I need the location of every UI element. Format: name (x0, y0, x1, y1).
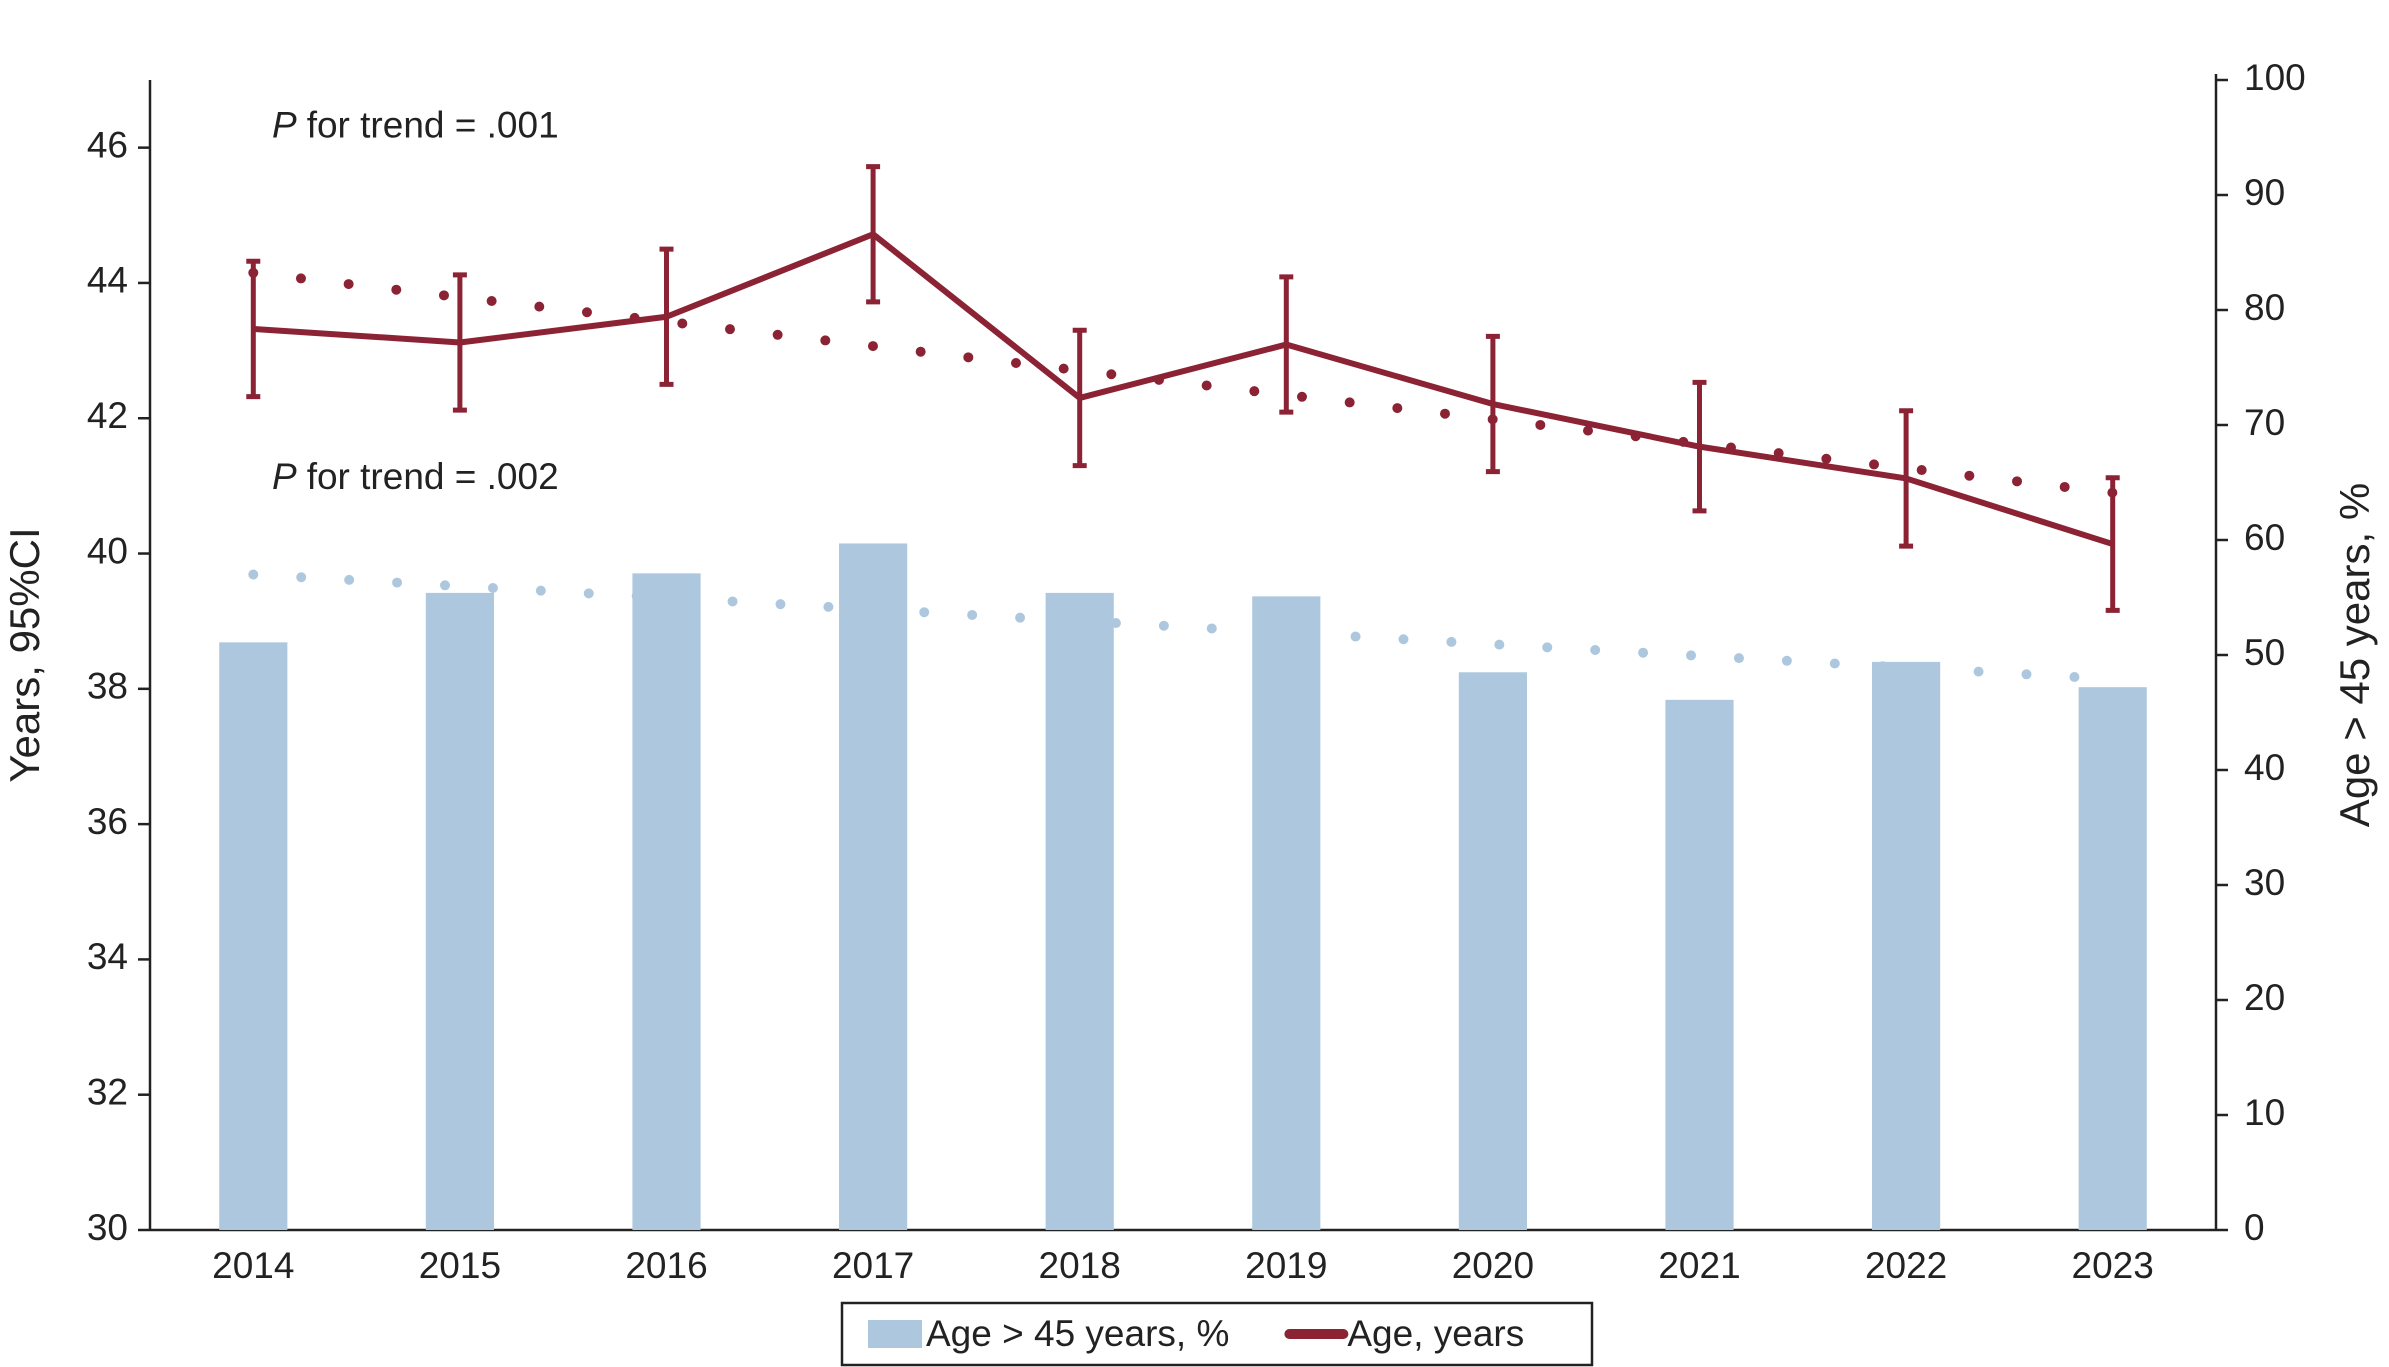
bar (425, 592, 494, 1230)
y2-tick-label: 60 (2244, 517, 2285, 558)
x-tick-label: 2016 (625, 1245, 707, 1286)
error-bar (1072, 327, 1087, 469)
y2-tick-label: 20 (2244, 977, 2285, 1018)
error-bar (659, 246, 674, 387)
y-axis-title: Years, 95%CI (1, 527, 48, 782)
y-tick-label: 42 (87, 395, 128, 436)
x-tick-label: 2019 (1245, 1245, 1327, 1286)
trend-line (248, 569, 2118, 685)
x-tick-label: 2015 (419, 1245, 501, 1286)
annotation-text: for trend = .001 (307, 104, 559, 145)
y2-tick-label: 40 (2244, 747, 2285, 788)
y-tick-label: 34 (87, 936, 128, 977)
x-tick-label: 2014 (212, 1245, 294, 1286)
annotation-italic: P (272, 104, 297, 145)
y2-tick-label: 50 (2244, 632, 2285, 673)
line (253, 231, 2114, 547)
bar (1665, 699, 1734, 1230)
error-bar (452, 272, 467, 413)
y2-tick-label: 0 (2244, 1207, 2265, 1248)
bar (219, 642, 288, 1230)
x-tick-label: 2023 (2072, 1245, 2154, 1286)
error-bar (2105, 475, 2120, 613)
y2-tick-label: 30 (2244, 862, 2285, 903)
x-tick-label: 2020 (1452, 1245, 1534, 1286)
error-bar (1692, 379, 1707, 514)
y-tick-label: 40 (87, 530, 128, 571)
y-tick-label: 38 (87, 666, 128, 707)
error-bar (1485, 333, 1500, 475)
y2-tick-label: 70 (2244, 402, 2285, 443)
bar (1872, 661, 1941, 1230)
y-tick-label: 46 (87, 124, 128, 165)
bar (1458, 672, 1527, 1230)
legend-label: Age > 45 years, % (926, 1313, 1229, 1354)
bar (839, 543, 908, 1230)
y2-axis-title: Age > 45 years, % (2331, 483, 2378, 827)
legend-swatch (868, 1320, 922, 1348)
bar (632, 573, 701, 1230)
y-tick-label: 32 (87, 1071, 128, 1112)
error-bar (1899, 408, 1914, 549)
legend-label: Age, years (1347, 1313, 1524, 1354)
annotation-text: for trend = .002 (307, 456, 559, 497)
bar (1252, 596, 1321, 1230)
y-tick-label: 30 (87, 1207, 128, 1248)
x-tick-label: 2021 (1658, 1245, 1740, 1286)
y2-tick-label: 90 (2244, 172, 2285, 213)
y2-tick-label: 80 (2244, 287, 2285, 328)
error-bar (1279, 274, 1294, 415)
bar (1045, 592, 1114, 1230)
x-tick-label: 2018 (1039, 1245, 1121, 1286)
legend-box (840, 1301, 1594, 1367)
y-tick-label: 44 (87, 260, 128, 301)
error-bar (246, 258, 261, 400)
y-tick-label: 36 (87, 801, 128, 842)
annotation-italic: P (272, 456, 297, 497)
y2-tick-label: 100 (2244, 57, 2306, 98)
error-bar (866, 164, 881, 305)
bar (2078, 687, 2147, 1230)
x-tick-label: 2022 (1865, 1245, 1947, 1286)
y2-tick-label: 10 (2244, 1092, 2285, 1133)
x-tick-label: 2017 (832, 1245, 914, 1286)
